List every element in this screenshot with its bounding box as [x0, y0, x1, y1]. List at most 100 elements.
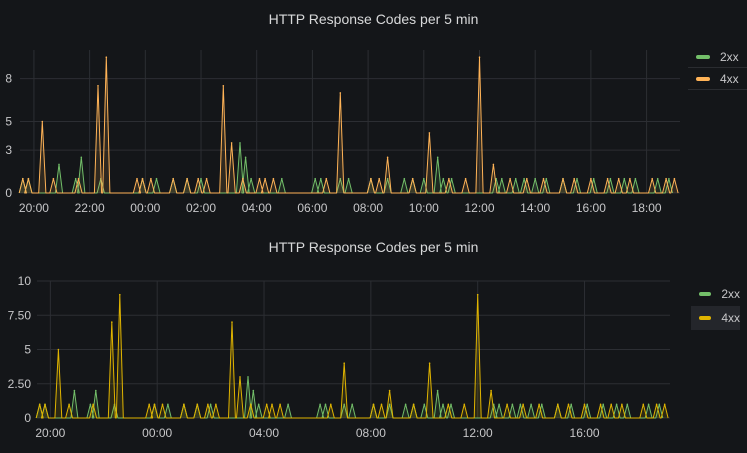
data-point: [522, 403, 524, 406]
x-tick-label: 20:00: [19, 201, 49, 215]
x-tick-label: 06:00: [297, 201, 327, 215]
chart-plot-2[interactable]: 0 2.50 5 7.50 10 20:00 00:00 04:00 08:00 12:00 16:…: [0, 228, 747, 453]
data-point: [464, 177, 467, 180]
data-point: [150, 177, 152, 180]
data-point: [617, 177, 620, 180]
data-point: [642, 403, 645, 406]
y-tick-label: 10: [18, 274, 32, 288]
data-point: [404, 403, 407, 406]
data-point: [141, 177, 144, 180]
data-point: [423, 403, 426, 406]
data-point: [514, 177, 517, 180]
data-point: [592, 177, 595, 180]
data-point: [347, 177, 350, 180]
data-point: [314, 177, 317, 180]
series-line-4xx: [18, 56, 679, 194]
x-tick-label: 22:00: [75, 201, 105, 215]
data-point: [73, 389, 76, 392]
data-point: [231, 321, 233, 323]
data-point: [599, 403, 602, 406]
y-tick-label: 7.50: [8, 308, 32, 322]
data-point: [252, 389, 255, 392]
data-point: [136, 177, 138, 180]
data-point: [403, 177, 406, 180]
legend-item-2xx[interactable]: 2xx: [691, 282, 740, 306]
data-point: [526, 177, 528, 180]
y-tick-label: 8: [5, 72, 12, 86]
data-point: [386, 156, 389, 159]
chart-panel-1: HTTP Response Codes per 5 min 0 3 5 8 20:00 2…: [0, 0, 747, 226]
y-tick-label: 3: [5, 143, 12, 157]
data-point: [57, 348, 60, 351]
data-point: [562, 177, 564, 180]
series-4xx: [35, 293, 669, 419]
data-point: [207, 403, 209, 406]
data-point: [172, 177, 174, 180]
data-point: [230, 142, 233, 144]
data-point: [658, 403, 661, 406]
data-point: [209, 403, 212, 406]
data-point: [68, 403, 70, 406]
data-point: [281, 177, 283, 180]
data-point: [264, 177, 266, 180]
data-point: [478, 56, 481, 58]
legend-swatch-2xx: [696, 54, 710, 59]
data-point: [501, 177, 503, 180]
data-point: [436, 156, 439, 159]
x-tick-label: 00:00: [130, 201, 160, 215]
data-point: [370, 177, 372, 180]
data-point: [506, 403, 508, 406]
data-point: [542, 177, 545, 180]
data-point: [606, 177, 609, 180]
x-tick-label: 10:00: [409, 201, 439, 215]
data-point: [602, 403, 604, 406]
chart-plot-1[interactable]: 0 3 5 8 20:00 22:00 00:00 02:00 04:00 06:00 08:00 1…: [0, 0, 747, 226]
legend: 2xx 4xx: [691, 282, 740, 330]
y-tick-label: 5: [24, 343, 31, 357]
data-point: [343, 362, 346, 364]
data-point: [339, 177, 342, 180]
data-point: [428, 362, 431, 364]
data-point: [239, 142, 241, 144]
data-point: [629, 177, 631, 180]
data-point: [271, 403, 273, 406]
data-point: [148, 403, 150, 406]
x-tick-label: 00:00: [142, 426, 172, 440]
series-area-4xx: [19, 57, 679, 194]
legend-item-4xx[interactable]: 4xx: [688, 68, 747, 90]
data-point: [519, 403, 522, 406]
data-point: [495, 177, 498, 180]
data-point: [324, 403, 327, 406]
data-point: [623, 177, 626, 180]
legend-label: 4xx: [721, 311, 740, 325]
data-point: [97, 85, 99, 87]
data-point: [38, 403, 41, 406]
data-point: [339, 92, 342, 94]
data-point: [92, 403, 94, 406]
data-point: [626, 403, 629, 406]
data-point: [186, 177, 188, 180]
data-point: [52, 177, 55, 180]
legend-item-4xx[interactable]: 4xx: [691, 306, 740, 330]
data-point: [351, 403, 354, 406]
legend-swatch-2xx: [699, 292, 712, 296]
data-point: [258, 177, 261, 180]
data-point: [492, 163, 495, 166]
data-point: [319, 403, 321, 406]
data-point: [155, 177, 158, 180]
y-tick-label: 0: [5, 186, 12, 200]
data-point: [222, 85, 225, 87]
data-point: [244, 156, 247, 159]
data-point: [105, 56, 108, 58]
x-tick-label: 12:00: [463, 426, 493, 440]
legend-item-2xx[interactable]: 2xx: [688, 46, 747, 68]
data-point: [436, 389, 439, 392]
data-point: [265, 403, 268, 406]
data-point: [287, 403, 289, 406]
data-point: [647, 403, 650, 406]
x-tick-label: 16:00: [576, 201, 606, 215]
y-tick-label: 0: [24, 411, 31, 425]
data-point: [530, 403, 532, 406]
data-point: [570, 403, 572, 406]
data-point: [386, 177, 389, 180]
